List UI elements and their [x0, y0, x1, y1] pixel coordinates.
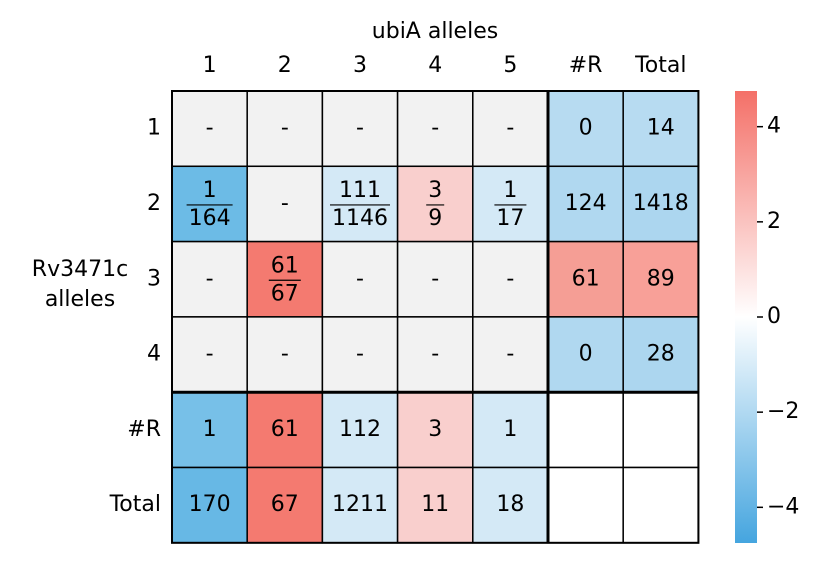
cell-label: 1 [503, 417, 517, 442]
cell [321, 90, 399, 168]
colorbar-tick-label: 2 [767, 209, 781, 234]
cell [622, 240, 700, 318]
cell-label: - [281, 116, 289, 141]
cell-label: - [431, 342, 439, 367]
cell-label: 124 [565, 191, 607, 216]
cell-label: 1211 [332, 492, 388, 517]
fraction-denominator: 17 [496, 206, 524, 231]
cell [396, 240, 474, 318]
cell [547, 466, 624, 544]
cell-label: - [506, 116, 514, 141]
cell [171, 466, 248, 544]
cell [472, 165, 549, 243]
cell-label: 28 [647, 342, 675, 367]
row-label: 4 [147, 342, 161, 367]
cell-label: 61 [271, 417, 299, 442]
colorbar-tick-label: −2 [767, 399, 799, 424]
colorbar-tick-label: 0 [767, 304, 781, 329]
fraction-numerator: 1 [203, 178, 217, 203]
column-label: Total [634, 53, 686, 78]
chart-title: ubiA alleles [372, 19, 498, 44]
cell-label: 0 [579, 342, 593, 367]
cell-label: - [431, 116, 439, 141]
fraction-denominator: 1146 [332, 206, 388, 231]
cell-label: - [206, 116, 214, 141]
cell-label: - [506, 342, 514, 367]
cell-label: - [281, 191, 289, 216]
cell-label: 14 [647, 116, 675, 141]
cell [246, 240, 324, 318]
row-label: Total [109, 492, 161, 517]
cell-label: 3 [428, 417, 442, 442]
cell [321, 165, 399, 243]
cell-label: - [206, 342, 214, 367]
cell [547, 391, 624, 469]
cell-label: - [431, 266, 439, 291]
cell [246, 165, 324, 243]
fraction-numerator: 61 [271, 253, 299, 278]
row-label: #R [127, 417, 161, 442]
row-label: 1 [147, 116, 161, 141]
column-label: #R [569, 53, 603, 78]
row-label: 2 [147, 191, 161, 216]
fraction-denominator: 67 [271, 281, 299, 306]
table-border [171, 90, 700, 544]
cell-label: - [281, 342, 289, 367]
cell [171, 391, 248, 469]
cell-label: - [356, 116, 364, 141]
column-label: 3 [353, 53, 367, 78]
colorbar [735, 91, 757, 543]
cell [246, 466, 324, 544]
cell-label: - [506, 266, 514, 291]
fraction-numerator: 1 [503, 178, 517, 203]
fraction-numerator: 111 [339, 178, 381, 203]
column-label: 2 [278, 53, 292, 78]
cell-label: 11 [421, 492, 449, 517]
cell-label: 1418 [633, 191, 689, 216]
column-label: 5 [503, 53, 517, 78]
cell [622, 466, 700, 544]
fraction-denominator: 164 [189, 206, 231, 231]
fraction-numerator: 3 [428, 178, 442, 203]
cell [396, 316, 474, 393]
cell-label: 67 [271, 492, 299, 517]
cell [472, 240, 549, 318]
cell-label: 170 [189, 492, 231, 517]
cell [472, 316, 549, 393]
cell-label: 61 [572, 266, 600, 291]
y-axis-label: Rv3471c alleles [31, 257, 129, 312]
cell-label: - [206, 266, 214, 291]
cell [396, 391, 474, 469]
cell-label: 89 [647, 266, 675, 291]
cell [547, 240, 624, 318]
cell-label: 0 [579, 116, 593, 141]
cell [622, 391, 700, 469]
cell [396, 165, 474, 243]
cell [472, 391, 549, 469]
row-label: 3 [147, 266, 161, 291]
cell [396, 466, 474, 544]
colorbar-tick-label: −4 [767, 494, 799, 519]
cell-label: 1 [203, 417, 217, 442]
cell [547, 165, 624, 243]
fraction-denominator: 9 [428, 206, 442, 231]
cell-label: 18 [496, 492, 524, 517]
cell-label: - [356, 342, 364, 367]
cell [321, 466, 399, 544]
column-label: 4 [428, 53, 442, 78]
colorbar-tick-label: 4 [767, 114, 781, 139]
cell [622, 165, 700, 243]
column-label: 1 [203, 53, 217, 78]
cell-label: - [356, 266, 364, 291]
cell-label: 112 [339, 417, 381, 442]
cell [246, 316, 324, 393]
